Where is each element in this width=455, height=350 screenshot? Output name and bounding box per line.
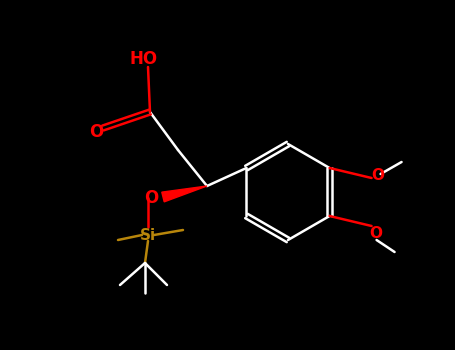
Text: O: O (144, 189, 158, 207)
Text: O: O (89, 123, 103, 141)
Text: HO: HO (130, 50, 158, 68)
Polygon shape (162, 186, 207, 202)
Text: Si: Si (140, 228, 156, 243)
Text: O: O (371, 168, 384, 183)
Text: O: O (369, 226, 382, 242)
